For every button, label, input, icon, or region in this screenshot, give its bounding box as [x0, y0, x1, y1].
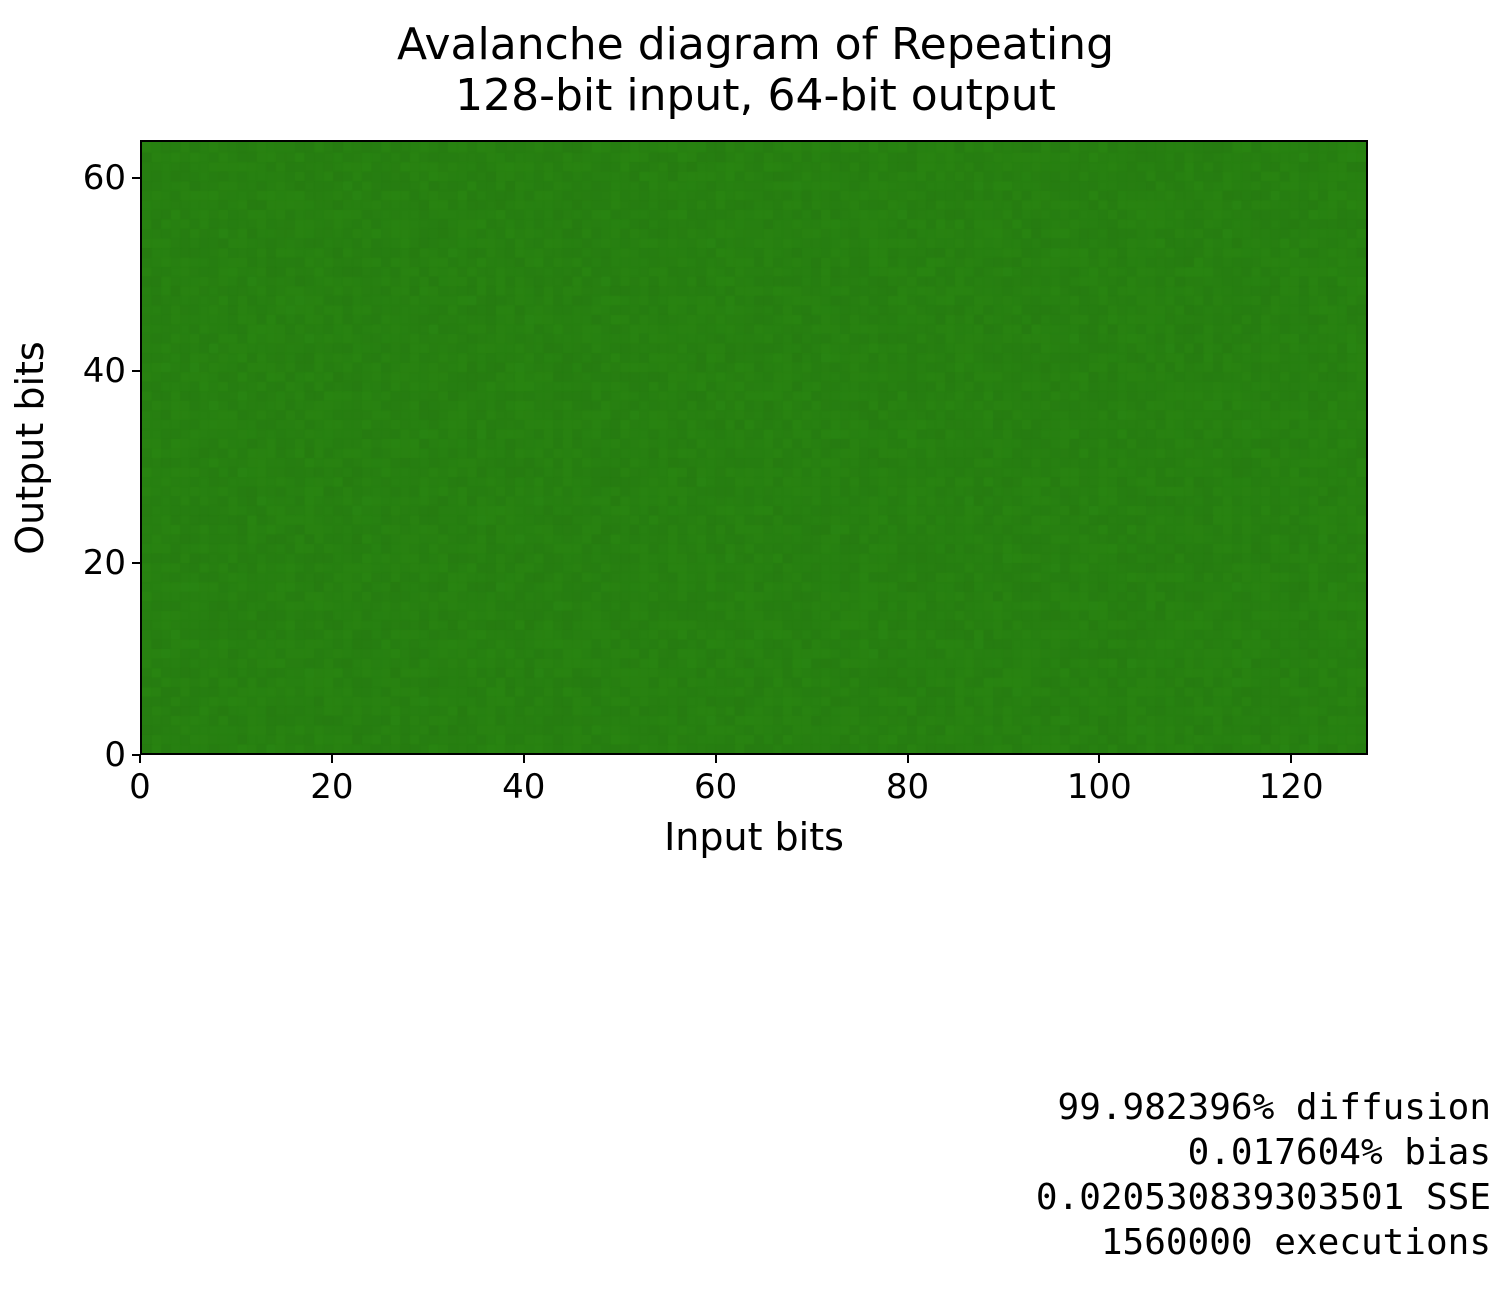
x-axis-label: Input bits	[664, 815, 844, 859]
x-tick-mark	[331, 755, 333, 763]
x-tick-mark	[139, 755, 141, 763]
y-tick-mark	[132, 177, 140, 179]
x-tick-mark	[1098, 755, 1100, 763]
x-tick-label: 120	[1259, 767, 1324, 807]
y-tick-mark	[132, 562, 140, 564]
x-tick-mark	[907, 755, 909, 763]
stats-text: 99.982396% diffusion 0.017604% bias 0.02…	[1036, 1085, 1491, 1265]
x-tick-label: 20	[310, 767, 353, 807]
x-tick-label: 100	[1067, 767, 1132, 807]
x-tick-mark	[1290, 755, 1292, 763]
x-tick-label: 80	[886, 767, 929, 807]
y-tick-label: 60	[83, 158, 126, 198]
y-tick-mark	[132, 754, 140, 756]
y-tick-mark	[132, 370, 140, 372]
chart-title: Avalanche diagram of Repeating 128-bit i…	[0, 20, 1511, 121]
x-tick-label: 60	[694, 767, 737, 807]
heatmap	[140, 140, 1368, 755]
y-tick-label: 20	[83, 543, 126, 583]
x-tick-mark	[523, 755, 525, 763]
y-tick-label: 0	[104, 735, 126, 775]
axes: 020406080100120 0204060 Input bits Outpu…	[140, 140, 1368, 755]
figure: Avalanche diagram of Repeating 128-bit i…	[0, 0, 1511, 1295]
chart-title-line2: 128-bit input, 64-bit output	[0, 71, 1511, 122]
x-tick-mark	[715, 755, 717, 763]
x-tick-label: 40	[502, 767, 545, 807]
x-tick-label: 0	[129, 767, 151, 807]
chart-title-line1: Avalanche diagram of Repeating	[0, 20, 1511, 71]
heatmap-canvas	[142, 142, 1366, 753]
y-tick-label: 40	[83, 351, 126, 391]
y-axis-label: Output bits	[8, 341, 52, 554]
